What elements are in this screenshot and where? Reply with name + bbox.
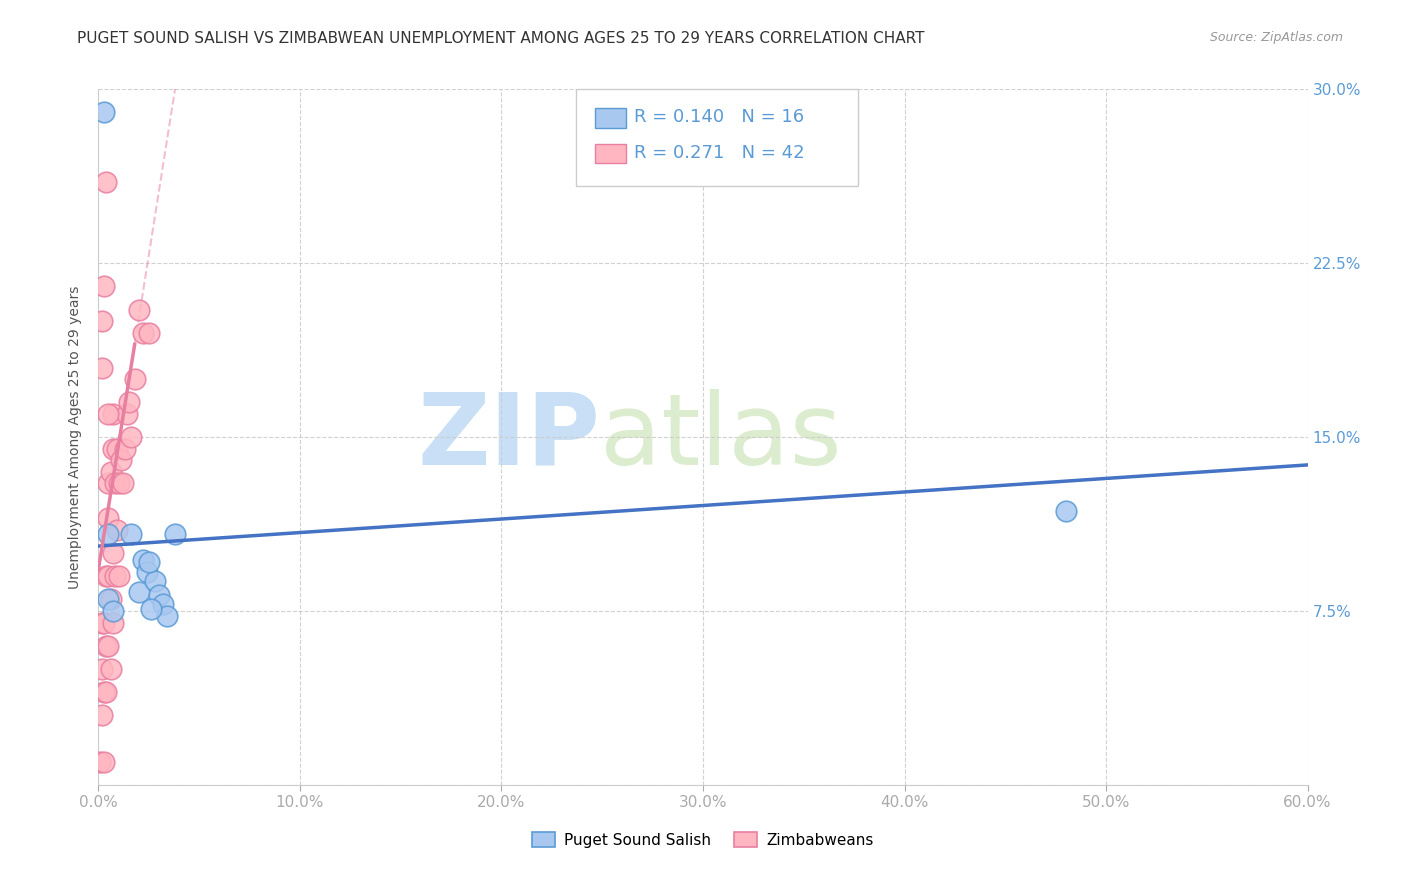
Point [138,555,160,569]
Point [103,569,125,583]
Text: ZIP: ZIP [418,389,600,485]
Point [97,407,120,421]
Point [105,523,128,537]
Point [97,527,120,541]
Point [101,442,124,456]
Point [120,527,142,541]
Point [97,476,120,491]
Point [148,588,170,602]
Text: atlas: atlas [600,389,842,485]
Point [89,755,111,769]
Point [101,407,124,421]
Point [152,597,174,611]
Point [100,662,122,676]
Text: R = 0.271   N = 42: R = 0.271 N = 42 [634,144,804,161]
Text: Source: ZipAtlas.com: Source: ZipAtlas.com [1209,31,1343,45]
Point [91,615,114,630]
Point [91,708,114,723]
Point [110,453,132,467]
Point [143,574,166,588]
Text: PUGET SOUND SALISH VS ZIMBABWEAN UNEMPLOYMENT AMONG AGES 25 TO 29 YEARS CORRELAT: PUGET SOUND SALISH VS ZIMBABWEAN UNEMPLO… [77,31,925,46]
Point [100,592,122,607]
Point [114,442,136,456]
Point [120,430,142,444]
Point [111,476,134,491]
Point [97,511,120,525]
Point [96,569,118,583]
Y-axis label: Unemployment Among Ages 25 to 29 years: Unemployment Among Ages 25 to 29 years [69,285,83,589]
Point [91,662,114,676]
Point [101,604,124,618]
Point [91,360,114,375]
Point [128,302,150,317]
Point [100,465,122,479]
Point [101,546,124,560]
Point [103,476,125,491]
Point [139,601,162,615]
Point [97,592,120,607]
Point [96,685,118,699]
Point [132,553,155,567]
Point [93,685,115,699]
Point [93,279,115,293]
Point [115,407,138,421]
Point [118,395,141,409]
Point [135,565,157,579]
Point [97,639,120,653]
Legend: Puget Sound Salish, Zimbabweans: Puget Sound Salish, Zimbabweans [526,826,880,854]
Point [124,372,146,386]
Point [93,615,115,630]
Point [93,755,115,769]
Point [107,569,129,583]
Point [93,105,115,120]
Point [156,608,179,623]
Point [128,585,150,599]
Point [105,442,128,456]
Point [163,527,186,541]
Point [101,615,124,630]
Point [107,476,129,491]
Point [1054,504,1077,518]
Point [96,639,118,653]
Text: R = 0.140   N = 16: R = 0.140 N = 16 [634,108,804,126]
Point [97,569,120,583]
Point [138,326,160,340]
Point [91,314,114,328]
Point [132,326,155,340]
Point [96,175,118,189]
